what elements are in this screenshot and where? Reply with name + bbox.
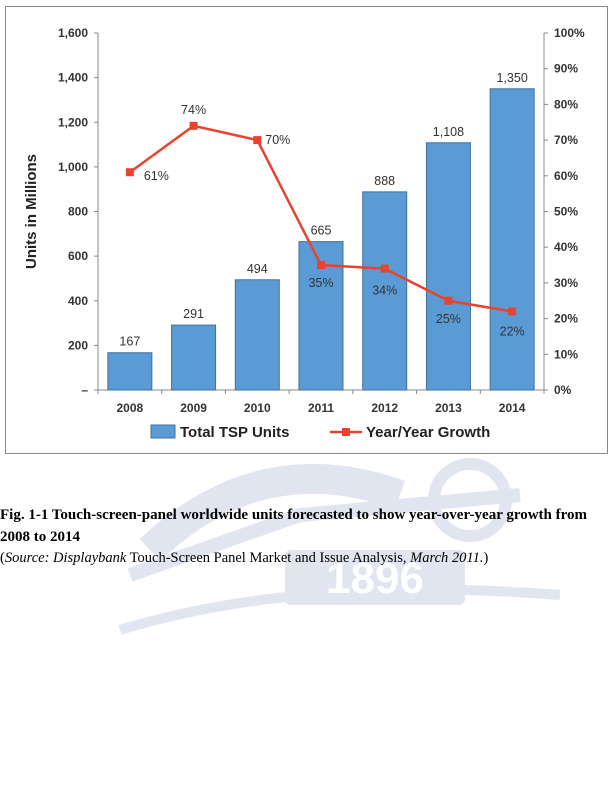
growth-point-2013 xyxy=(444,296,453,305)
bar-value-label: 665 xyxy=(311,224,332,238)
y2-tick-label: 40% xyxy=(554,240,578,254)
bar-value-label: 1,350 xyxy=(497,71,528,85)
chart-frame: – 200 400 600 800 1,000 1,200 1,400 1,600 0% 10% 20… xyxy=(5,6,608,454)
bar-2008 xyxy=(107,352,153,391)
x-tick-label: 2014 xyxy=(499,401,526,415)
x-tick-label: 2009 xyxy=(180,401,207,415)
source-date: March 2011. xyxy=(406,550,484,566)
y2-tick-label: 30% xyxy=(554,276,578,290)
growth-point-2009 xyxy=(189,121,198,130)
y2-tick-label: 0% xyxy=(554,383,572,397)
y-tick-label: 1,400 xyxy=(58,71,88,85)
growth-value-label: 74% xyxy=(181,103,206,117)
legend-label-growth: Year/Year Growth xyxy=(366,424,490,441)
y2-tick-label: 100% xyxy=(554,26,585,40)
bar-2014 xyxy=(489,88,535,391)
combo-chart: – 200 400 600 800 1,000 1,200 1,400 1,600 0% 10% 20… xyxy=(23,26,585,441)
y2-tick-label: 60% xyxy=(554,169,578,183)
legend-marker-growth xyxy=(342,428,350,436)
y2-tick-label: 70% xyxy=(554,133,578,147)
y2-tick-label: 20% xyxy=(554,312,578,326)
x-tick-label: 2011 xyxy=(308,401,334,415)
y-tick-label: 1,000 xyxy=(58,160,88,174)
bar-value-label: 291 xyxy=(183,307,204,321)
y-tick-label: 200 xyxy=(68,338,88,352)
bar-value-label: 167 xyxy=(119,335,140,349)
y2-tick-label: 90% xyxy=(554,62,578,76)
y-tick-label: 1,200 xyxy=(58,115,88,129)
x-tick-label: 2008 xyxy=(117,401,144,415)
legend-swatch-bars xyxy=(150,424,176,439)
x-tick-label: 2010 xyxy=(244,401,271,415)
source-prefix: Source: Displaybank xyxy=(4,550,127,566)
y-axis-title: Units in Millions xyxy=(23,154,40,269)
bar-value-label: 888 xyxy=(374,174,395,188)
growth-value-label: 35% xyxy=(308,276,333,290)
source-close: ) xyxy=(483,550,489,566)
growth-point-2008 xyxy=(125,168,134,177)
growth-point-2010 xyxy=(253,136,262,145)
growth-value-label: 22% xyxy=(500,324,525,338)
source-open: ( xyxy=(0,550,5,566)
growth-point-2011 xyxy=(317,261,325,270)
bar-2009 xyxy=(171,324,217,391)
growth-value-label: 25% xyxy=(436,312,461,326)
university-seal-watermark: 1896 xyxy=(118,458,561,635)
growth-point-2014 xyxy=(508,307,517,316)
bar-2010 xyxy=(234,279,280,391)
growth-point-2012 xyxy=(380,264,389,273)
y-tick-label: 800 xyxy=(68,205,88,219)
bar-value-label: 494 xyxy=(247,262,268,276)
y-tick-label: 1,600 xyxy=(58,26,88,40)
watermark-text: 1896 xyxy=(326,554,424,603)
y-tick-label: – xyxy=(81,383,88,397)
source-title: Touch-Screen Panel Market and Issue Anal… xyxy=(126,550,407,566)
x-tick-label: 2013 xyxy=(435,401,462,415)
y-tick-label: 400 xyxy=(68,294,88,308)
source-line: (Source: Displaybank Touch-Screen Panel … xyxy=(0,550,614,567)
bar-value-label: 1,108 xyxy=(433,125,464,139)
growth-value-label: 61% xyxy=(144,169,169,183)
bar-2012 xyxy=(362,191,408,391)
figure-caption: Fig. 1-1 Touch-screen-panel worldwide un… xyxy=(0,507,588,545)
growth-value-label: 70% xyxy=(265,133,290,147)
legend-label-bars: Total TSP Units xyxy=(180,424,289,441)
bar-2013 xyxy=(425,142,471,391)
x-tick-label: 2012 xyxy=(371,401,398,415)
y2-tick-label: 50% xyxy=(554,205,578,219)
y2-tick-label: 10% xyxy=(554,347,578,361)
y2-tick-label: 80% xyxy=(554,97,578,111)
y-tick-label: 600 xyxy=(68,249,88,263)
growth-value-label: 34% xyxy=(372,284,397,298)
